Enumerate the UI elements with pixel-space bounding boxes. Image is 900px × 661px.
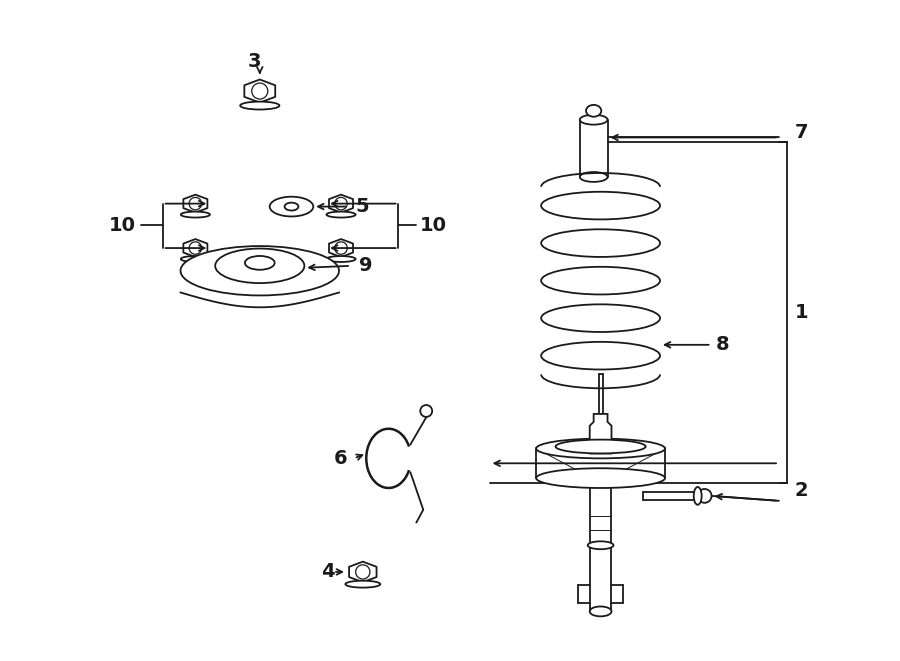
Ellipse shape [580, 115, 608, 125]
Ellipse shape [284, 203, 299, 211]
Ellipse shape [270, 197, 313, 216]
Text: 4: 4 [321, 563, 335, 582]
Ellipse shape [181, 212, 210, 217]
Circle shape [420, 405, 432, 417]
Ellipse shape [541, 304, 660, 332]
Circle shape [252, 83, 268, 99]
Ellipse shape [586, 105, 601, 117]
Ellipse shape [346, 581, 381, 588]
Ellipse shape [536, 468, 665, 488]
Text: 10: 10 [420, 216, 447, 235]
Ellipse shape [541, 267, 660, 294]
Circle shape [189, 242, 202, 254]
Circle shape [189, 198, 202, 210]
Ellipse shape [694, 487, 702, 505]
Ellipse shape [327, 212, 356, 217]
Ellipse shape [327, 256, 356, 262]
Ellipse shape [541, 229, 660, 257]
Circle shape [335, 198, 347, 210]
Ellipse shape [541, 342, 660, 369]
Bar [644, 492, 698, 500]
Ellipse shape [181, 256, 210, 262]
Ellipse shape [536, 439, 665, 458]
Text: 1: 1 [795, 303, 808, 322]
Text: 8: 8 [716, 335, 729, 354]
Ellipse shape [245, 256, 274, 270]
Ellipse shape [181, 246, 339, 295]
Text: 10: 10 [109, 216, 136, 235]
Text: 7: 7 [795, 123, 808, 142]
Text: 3: 3 [248, 52, 262, 71]
Ellipse shape [240, 102, 279, 110]
Ellipse shape [215, 249, 304, 283]
Ellipse shape [588, 541, 614, 549]
Text: 9: 9 [359, 256, 373, 276]
Ellipse shape [698, 489, 712, 503]
Text: 2: 2 [795, 481, 808, 500]
Text: 5: 5 [356, 197, 370, 216]
Text: 6: 6 [333, 449, 347, 468]
Ellipse shape [580, 172, 608, 182]
Ellipse shape [541, 192, 660, 219]
Polygon shape [590, 414, 611, 453]
Ellipse shape [555, 440, 645, 453]
Ellipse shape [590, 607, 611, 616]
Circle shape [356, 564, 370, 579]
Circle shape [335, 242, 347, 254]
